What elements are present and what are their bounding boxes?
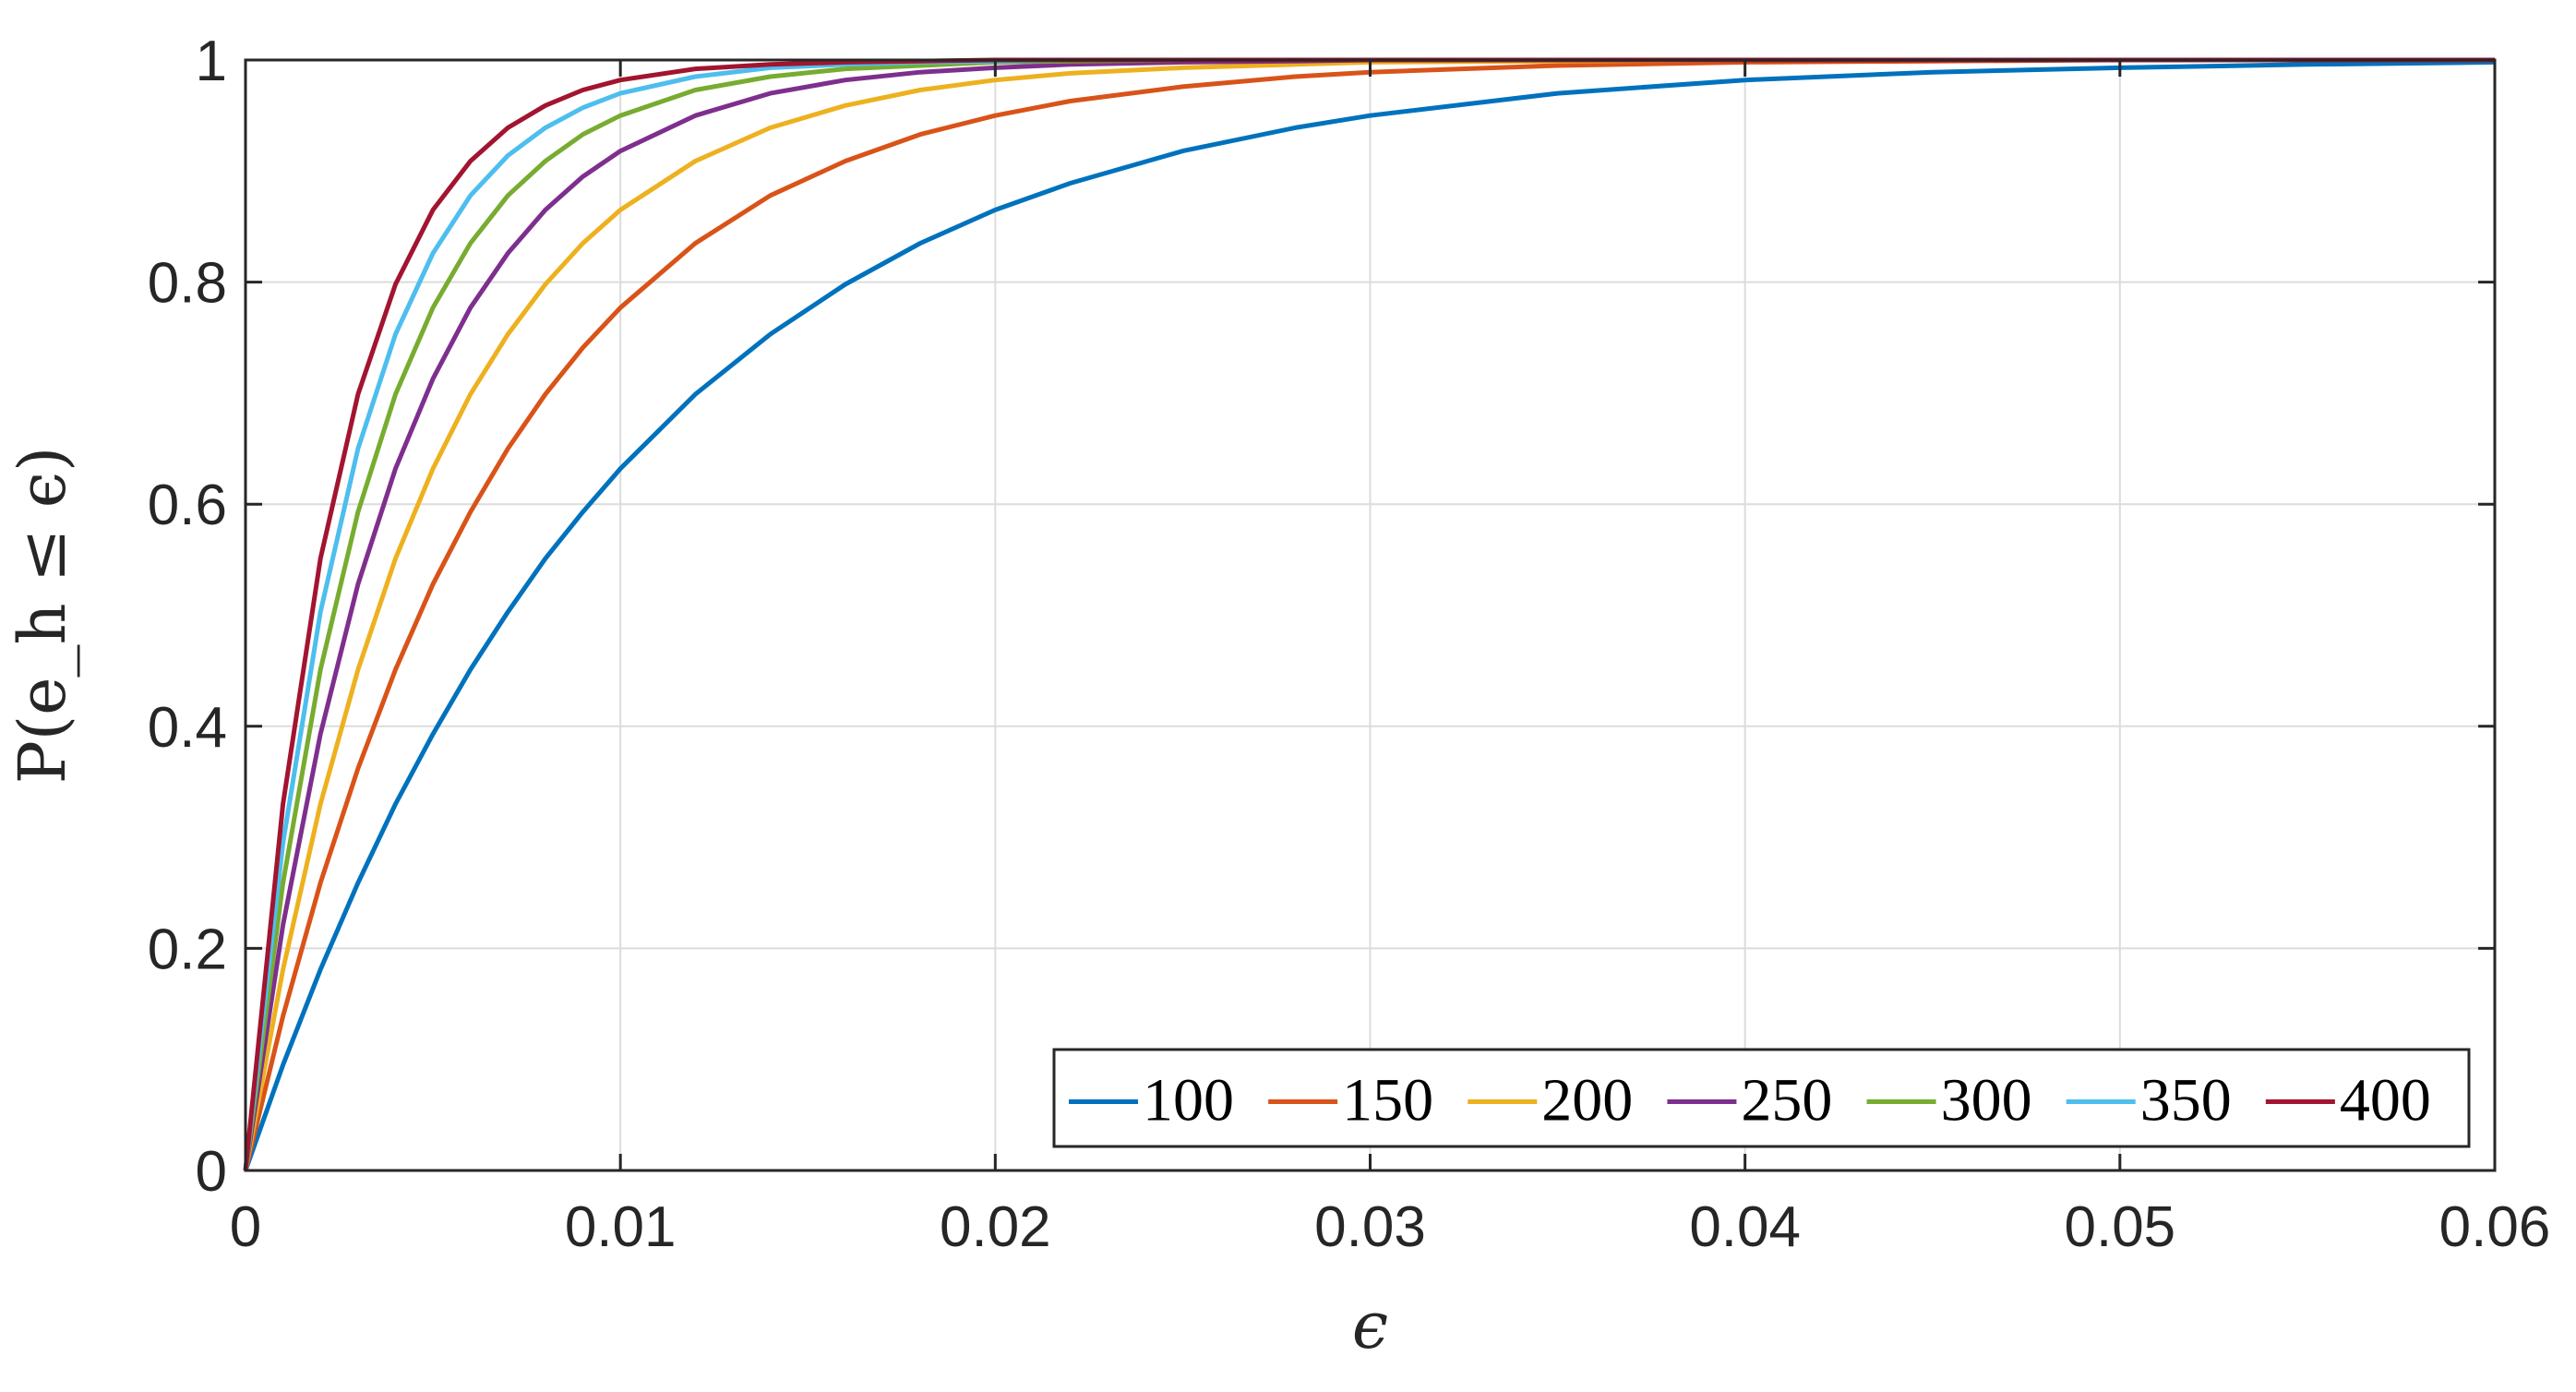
series-line-150	[243, 57, 2495, 1171]
x-tick-label: 0.01	[565, 1195, 677, 1259]
legend-label-200: 200	[1541, 1067, 1633, 1134]
y-axis-label: P(e_h ≤ ϵ)	[5, 447, 80, 785]
legend-label-100: 100	[1143, 1067, 1234, 1134]
ticks: 0 0.01 0.02 0.03 0.04 0.05 0.06 0 0.2 0.4 0.6 0.8 1	[148, 30, 2551, 1259]
y-tick-label: 1	[196, 30, 227, 93]
legend-label-150: 150	[1342, 1067, 1433, 1134]
x-tick-label: 0	[230, 1195, 261, 1259]
y-tick-label: 0.2	[148, 918, 227, 981]
legend-label-300: 300	[1941, 1067, 2032, 1134]
legend-label-250: 250	[1741, 1067, 1832, 1134]
legend-box	[1052, 1048, 2471, 1148]
legend: 100 150 200 250 300 350 400	[1052, 1048, 2471, 1148]
series-lines	[243, 57, 2496, 1171]
legend-label-350: 350	[2140, 1067, 2232, 1134]
y-tick-label: 0.4	[148, 696, 227, 760]
x-tick-label: 0.06	[2439, 1195, 2551, 1259]
x-tick-label: 0.05	[2064, 1195, 2175, 1259]
x-axis-label: ϵ	[1352, 1288, 1388, 1363]
x-tick-label: 0.04	[1689, 1195, 1801, 1259]
x-tick-label: 0.03	[1314, 1195, 1426, 1259]
grid	[245, 59, 2496, 1171]
legend-label-400: 400	[2340, 1067, 2431, 1134]
series-line-100	[243, 59, 2496, 1171]
y-tick-label: 0.6	[148, 474, 227, 537]
x-tick-label: 0.02	[940, 1195, 1051, 1259]
y-tick-label: 0.8	[148, 252, 227, 316]
y-tick-label: 0	[196, 1140, 227, 1204]
